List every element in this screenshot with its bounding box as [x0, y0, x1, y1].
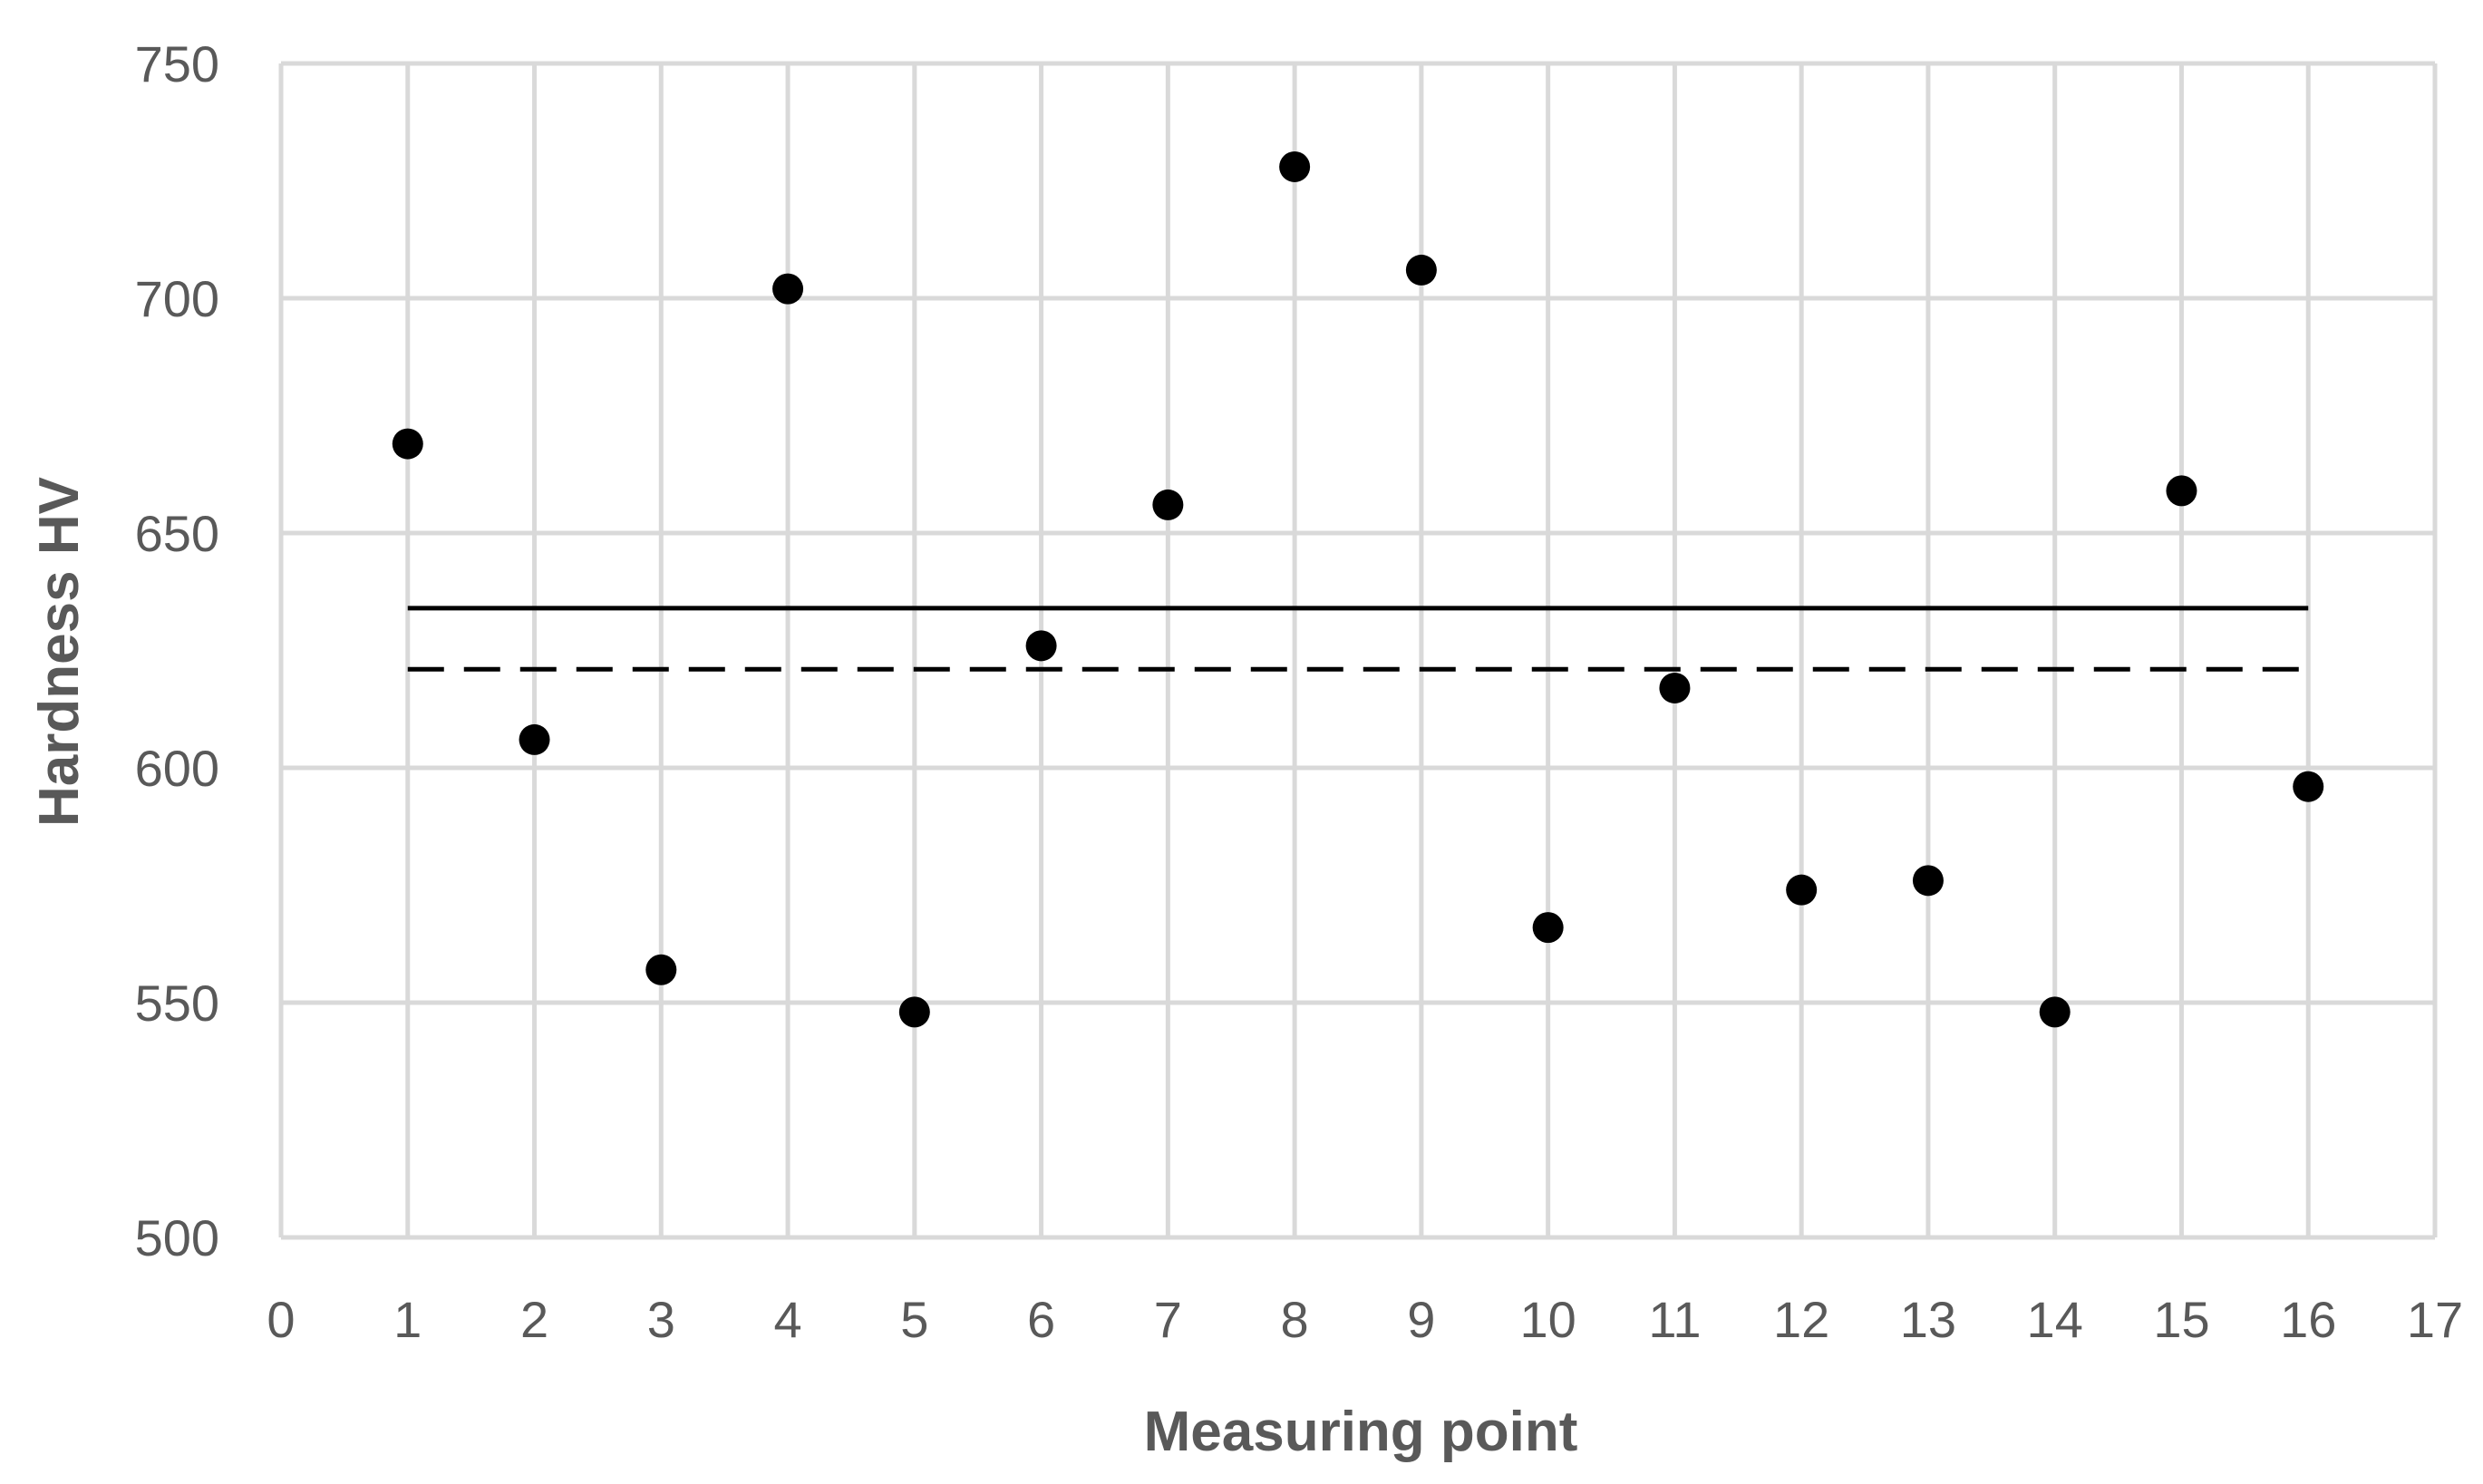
y-tick-label: 600	[135, 740, 219, 797]
x-tick-label: 7	[1154, 1291, 1182, 1348]
data-points	[392, 150, 2324, 1028]
data-point	[1786, 874, 1818, 906]
x-tick-label: 6	[1027, 1291, 1055, 1348]
gridlines	[278, 61, 2438, 1240]
x-tick-label: 0	[267, 1291, 295, 1348]
y-tick-label: 700	[135, 270, 219, 327]
data-point	[1659, 672, 1691, 703]
x-tick-label: 17	[2407, 1291, 2463, 1348]
x-tick-labels: 0 1 2 3 4 5 6 7 8 9 10 11 12 13 14 15 16 17	[267, 1291, 2463, 1348]
data-point	[1279, 150, 1311, 182]
x-tick-label: 8	[1281, 1291, 1309, 1348]
y-tick-label: 750	[135, 35, 219, 92]
data-point	[2166, 475, 2197, 507]
x-tick-label: 15	[2153, 1291, 2209, 1348]
x-tick-label: 1	[393, 1291, 422, 1348]
data-point	[645, 954, 677, 985]
data-point	[1912, 865, 1944, 897]
y-axis-title: Hardness HV	[28, 477, 91, 827]
data-point	[1152, 489, 1184, 520]
y-tick-label: 650	[135, 505, 219, 562]
x-tick-label: 16	[2280, 1291, 2336, 1348]
x-tick-label: 10	[1519, 1291, 1576, 1348]
y-tick-label: 500	[135, 1209, 219, 1266]
data-point	[772, 273, 804, 305]
data-point	[392, 428, 423, 460]
data-point	[1532, 912, 1564, 944]
data-point	[1405, 254, 1437, 286]
data-point	[2293, 771, 2324, 802]
x-tick-label: 3	[647, 1291, 675, 1348]
x-tick-label: 4	[773, 1291, 801, 1348]
x-tick-label: 2	[520, 1291, 548, 1348]
x-tick-label: 11	[1648, 1291, 1701, 1348]
x-tick-label: 14	[2027, 1291, 2083, 1348]
data-point	[519, 723, 550, 755]
x-axis-title: Measuring point	[1144, 1401, 1578, 1463]
x-tick-label: 13	[1900, 1291, 1956, 1348]
data-point	[2039, 996, 2071, 1028]
x-tick-label: 9	[1407, 1291, 1435, 1348]
data-point	[898, 996, 930, 1028]
y-tick-label: 550	[135, 975, 219, 1032]
reference-lines	[407, 606, 2309, 672]
data-point	[1025, 630, 1057, 662]
y-tick-labels: 500 550 600 650 700 750	[135, 35, 219, 1266]
x-tick-label: 5	[900, 1291, 928, 1348]
x-tick-label: 12	[1773, 1291, 1829, 1348]
